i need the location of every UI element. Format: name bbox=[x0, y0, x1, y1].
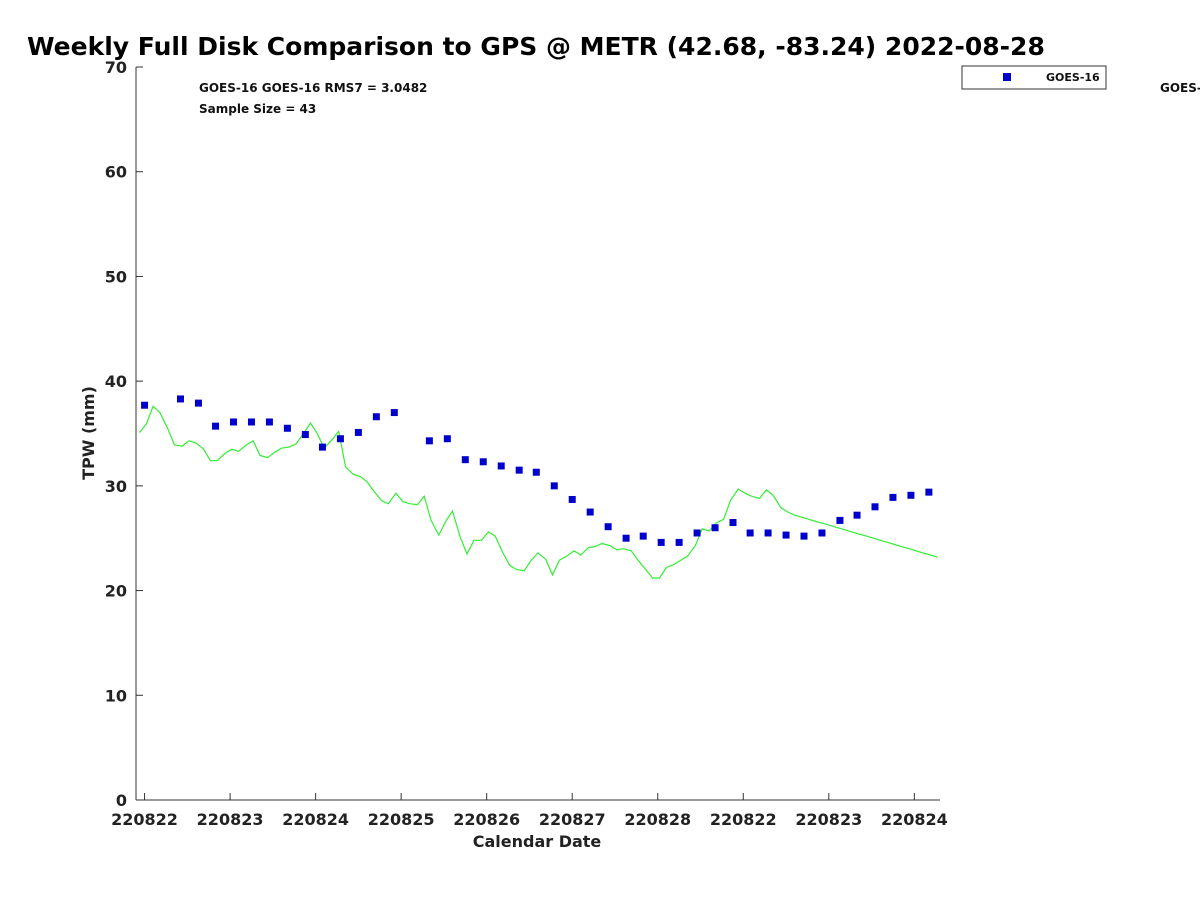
goes-16-point bbox=[907, 491, 915, 499]
x-tick-label: 220826 bbox=[453, 810, 520, 829]
y-tick-label: 10 bbox=[105, 686, 127, 705]
goes-16-point bbox=[746, 529, 754, 537]
x-tick-label: 220823 bbox=[197, 810, 264, 829]
goes-16-point bbox=[318, 443, 326, 451]
y-tick-label: 20 bbox=[105, 582, 127, 601]
goes-16-point bbox=[461, 456, 469, 464]
goes-16-point bbox=[354, 428, 362, 436]
goes-16-point bbox=[711, 524, 719, 532]
goes-16-point bbox=[301, 431, 309, 439]
goes-16-point bbox=[889, 493, 897, 501]
y-tick-label: 70 bbox=[105, 58, 127, 77]
goes-16-point bbox=[283, 424, 291, 432]
goes-16-point bbox=[782, 531, 790, 539]
plot-area bbox=[135, 67, 940, 801]
goes-16-point bbox=[764, 529, 772, 537]
goes-16-point bbox=[425, 437, 433, 445]
legend-box bbox=[961, 65, 1107, 90]
y-tick-label: 40 bbox=[105, 372, 127, 391]
goes-16-point bbox=[212, 422, 220, 430]
goes-16-point bbox=[675, 538, 683, 546]
y-axis-ticks: 0 10 20 30 40 50 60 70 bbox=[105, 58, 143, 810]
goes-16-point bbox=[818, 529, 826, 537]
goes-16-point bbox=[515, 466, 523, 474]
x-tick-label: 220825 bbox=[368, 810, 435, 829]
goes-16-point bbox=[532, 468, 540, 476]
goes-16-point bbox=[586, 508, 594, 516]
goes-16-point bbox=[836, 516, 844, 524]
goes-16-point bbox=[925, 488, 933, 496]
goes-16-point bbox=[176, 395, 184, 403]
stats-annotation: GOES-16 GOES-16 RMS7 = 3.0482 bbox=[199, 81, 427, 95]
clipped-annotation: GOES- bbox=[1160, 81, 1200, 95]
x-tick-label: 220827 bbox=[539, 810, 606, 829]
x-axis-ticks: 220822 220823 220824 220825 220826 220827 2208… bbox=[111, 793, 948, 829]
y-tick-label: 50 bbox=[105, 267, 127, 286]
goes-16-point bbox=[604, 523, 612, 531]
goes-16-point bbox=[853, 511, 861, 519]
x-tick-label: 220822 bbox=[710, 810, 777, 829]
goes-16-point bbox=[479, 458, 487, 466]
goes-16-point bbox=[194, 399, 202, 407]
goes-16-point bbox=[230, 418, 238, 426]
goes-16-point bbox=[550, 482, 558, 490]
x-tick-label: 220823 bbox=[795, 810, 862, 829]
goes-16-point bbox=[390, 409, 398, 417]
goes-16-point bbox=[265, 418, 273, 426]
sample-size-annotation: Sample Size = 43 bbox=[199, 102, 316, 116]
legend-label-goes-16: GOES-16 bbox=[1046, 71, 1100, 84]
y-axis-label: TPW (mm) bbox=[79, 386, 98, 480]
gps-line bbox=[138, 405, 938, 579]
goes-16-point bbox=[247, 418, 255, 426]
goes-16-point bbox=[568, 495, 576, 503]
goes-16-point bbox=[141, 401, 149, 409]
x-tick-label: 220824 bbox=[881, 810, 948, 829]
x-axis-label: Calendar Date bbox=[473, 832, 602, 851]
x-tick-label: 220822 bbox=[111, 810, 178, 829]
goes-16-point bbox=[800, 532, 808, 540]
goes-16-point bbox=[871, 503, 879, 511]
goes-16-point bbox=[622, 534, 630, 542]
series-goes-16 bbox=[141, 395, 933, 546]
goes-16-point bbox=[443, 435, 451, 443]
goes-16-point bbox=[693, 529, 701, 537]
y-tick-label: 0 bbox=[116, 791, 127, 810]
goes-16-point bbox=[729, 519, 737, 527]
series-gps bbox=[138, 405, 938, 579]
y-tick-label: 30 bbox=[105, 477, 127, 496]
goes-16-point bbox=[657, 538, 665, 546]
goes-16-point bbox=[336, 435, 344, 443]
y-tick-label: 60 bbox=[105, 163, 127, 182]
goes-16-point bbox=[639, 532, 647, 540]
goes-16-point bbox=[372, 413, 380, 421]
chart-title: Weekly Full Disk Comparison to GPS @ MET… bbox=[27, 32, 1045, 61]
goes-16-point bbox=[497, 462, 505, 470]
x-tick-label: 220828 bbox=[624, 810, 691, 829]
legend: GOES-16 bbox=[961, 65, 1107, 90]
legend-marker-goes-16 bbox=[1003, 73, 1011, 81]
x-tick-label: 220824 bbox=[282, 810, 349, 829]
